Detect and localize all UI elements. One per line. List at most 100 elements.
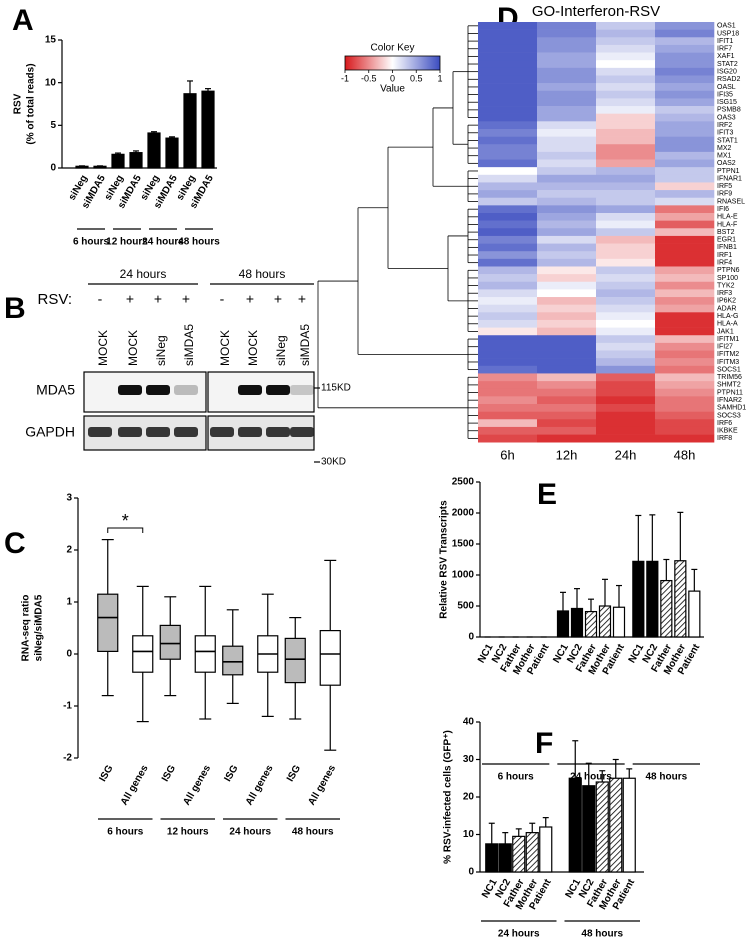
heatmap-cell [655,182,715,191]
row-label: IRF7 [717,46,732,53]
annotation: * [122,511,129,531]
group-label: 6 hours [107,827,144,838]
heatmap-cell [537,358,597,367]
heatmap-cell [655,75,715,84]
heatmap-cell [596,381,656,390]
heatmap-cell [537,220,597,229]
time-label: 24 hours [120,267,167,281]
heatmap-cell [537,404,597,412]
blot-frame [83,371,207,413]
heatmap-cell [596,335,656,344]
heatmap-cell [537,312,597,321]
bar [93,165,107,169]
heatmap-cell [596,365,656,374]
rsv-sign: - [98,291,103,307]
row-label: HLA-F [717,221,737,228]
heatmap-cell [655,297,715,305]
heatmap-cell [655,251,715,260]
heatmap-cell [596,228,656,237]
bar [660,579,673,638]
y-tick-label: 10 [45,77,57,88]
heatmap-cell [478,106,538,114]
heatmap-cell [596,304,656,313]
heatmap-cell [478,136,538,145]
group-label: 12 hours [106,237,148,248]
heatmap-cell [537,411,597,420]
blot-band [174,427,198,437]
heatmap-cell [478,388,538,397]
panel-label: B [4,292,26,325]
group-label: 48 hours [645,772,687,783]
y-tick-label: 15 [45,35,57,46]
heatmap-cell [537,205,597,214]
heatmap-cell [596,136,656,145]
heatmap-cell [478,235,538,244]
heatmap-cell [596,106,656,114]
heatmap-cell [537,274,597,283]
heatmap-cell [596,52,656,61]
heatmap-cell [596,350,656,359]
heatmap-cell [537,22,597,30]
heatmap-cell [596,128,656,137]
heatmap-cell [478,350,538,359]
heatmap-cell [478,266,538,275]
heatmap-cell [478,373,538,382]
heatmap-cell [537,121,597,130]
heatmap-cell [655,190,715,199]
heatmap-cell [655,144,715,153]
key-tick-label: 1 [437,73,442,83]
box [97,593,119,653]
x-tick-label: All genes [306,763,338,807]
row-label: IFNAR1 [717,175,742,182]
heatmap-cell [596,220,656,229]
heatmap-cell [537,335,597,344]
heatmap-cell [655,258,715,267]
row-label: MX1 [717,153,732,160]
blot-band [238,385,262,395]
heatmap-cell [655,243,715,252]
heatmap-cell [596,44,656,53]
heatmap-cell [478,174,538,183]
heatmap-cell [655,342,715,351]
bar [539,826,553,873]
heatmap-cell [596,297,656,305]
heatmap-cell [537,83,597,92]
row-label: TYK2 [717,282,735,289]
blot-band [118,385,142,395]
heatmap-cell [478,274,538,283]
heatmap-cell [655,67,715,76]
panel-label: A [12,4,34,37]
heatmap-cell [537,159,597,168]
heatmap-cell [478,258,538,267]
heatmap-cell [655,29,715,38]
x-tick-label: ISG [285,763,303,784]
heatmap-cell [537,350,597,359]
blot-band [146,385,170,395]
heatmap-cell [537,52,597,61]
heatmap-cell [537,60,597,69]
bar [147,132,161,169]
bar [632,560,645,638]
heatmap-cell [655,106,715,114]
heatmap-cell [478,342,538,351]
bar [201,90,215,169]
y-tick-label: 2 [66,545,72,556]
lane-label: siMDA5 [298,324,312,366]
heatmap-cell [596,434,656,443]
bar [688,590,701,638]
bar [75,165,89,169]
heatmap-cell [537,44,597,53]
heatmap-cell [596,426,656,435]
y-axis-label: Relative RSV Transcripts [439,500,450,619]
y-tick-label: 40 [463,717,475,728]
heatmap-cell [537,388,597,397]
row-label: RNASEL [717,198,745,205]
heatmap-cell [537,174,597,183]
heatmap-cell [537,190,597,199]
row-label: EGR1 [717,237,736,244]
bar [595,781,609,873]
box [194,635,216,673]
heatmap-cell [596,404,656,412]
y-tick-label: 1000 [452,570,475,581]
heatmap-cell [655,327,715,336]
